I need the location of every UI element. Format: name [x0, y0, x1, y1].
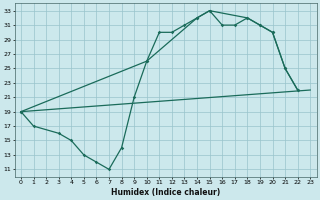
- X-axis label: Humidex (Indice chaleur): Humidex (Indice chaleur): [111, 188, 220, 197]
